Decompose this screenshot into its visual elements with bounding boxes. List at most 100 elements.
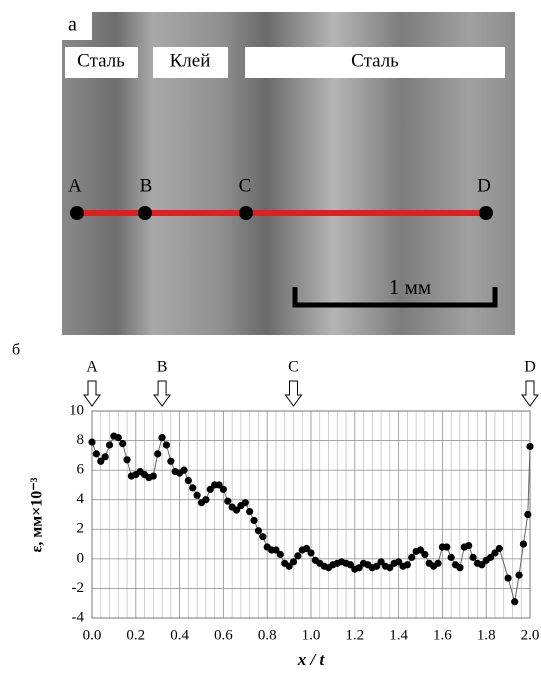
data-point	[241, 499, 249, 507]
region-box	[153, 47, 228, 78]
point-dot	[70, 206, 84, 220]
annotation-arrow	[284, 380, 303, 407]
data-point	[276, 550, 284, 559]
data-point	[526, 442, 534, 451]
data-point	[101, 453, 109, 461]
panel-label: а	[68, 14, 77, 36]
plot: 0.0 0.2 0.4 0.6 0.8 1.0 1.2 1.4 1.6 1.8 2.0 -4 -2 0 2 4…	[69, 359, 539, 644]
y-tick-label: 8	[77, 432, 85, 448]
data-point	[373, 562, 381, 570]
panel-label-box	[62, 12, 92, 40]
point-label: C	[239, 175, 252, 196]
data-point	[495, 544, 503, 553]
y-tick-label: 4	[77, 491, 85, 507]
data-point	[434, 559, 442, 567]
data-point	[105, 441, 114, 449]
data-point	[272, 546, 280, 554]
y-tick-label: 2	[77, 521, 85, 537]
annotation-arrow	[153, 380, 172, 407]
data-point	[193, 491, 201, 499]
data-point	[202, 496, 210, 504]
x-axis-label: x / t	[297, 650, 326, 669]
region-label: Сталь	[351, 50, 399, 71]
y-tick-label: -2	[72, 580, 85, 596]
data-point	[88, 438, 96, 446]
data-point	[307, 549, 315, 557]
data-point	[250, 516, 258, 525]
data-point	[511, 598, 519, 606]
data-point	[465, 541, 473, 550]
data-point	[215, 481, 223, 489]
data-point	[443, 543, 451, 551]
data-point	[119, 439, 127, 448]
x-tick-label: 1.0	[302, 627, 321, 643]
data-point	[97, 457, 105, 465]
region-label: Клей	[170, 50, 211, 71]
data-point	[254, 527, 263, 535]
data-point	[189, 484, 197, 492]
point-dot	[479, 206, 493, 220]
data-point	[180, 466, 188, 474]
point-label: D	[477, 175, 491, 196]
data-point	[92, 450, 100, 458]
data-point	[456, 564, 464, 572]
data-point	[355, 564, 363, 572]
data-point	[184, 476, 192, 485]
region-box	[245, 47, 505, 78]
data-point	[294, 552, 302, 560]
region-label: Сталь	[77, 50, 125, 71]
data-point	[386, 564, 394, 572]
data-point	[219, 485, 227, 493]
data-point	[403, 561, 411, 569]
data-point	[149, 472, 157, 480]
x-tick-label: 0.2	[126, 627, 145, 643]
data-point	[162, 441, 171, 449]
data-point	[259, 533, 267, 541]
y-tick-label: 10	[69, 402, 84, 418]
data-point	[114, 434, 122, 442]
annotation-label: C	[288, 359, 299, 376]
x-tick-label: 0.0	[83, 627, 102, 643]
y-tick-label: -4	[72, 609, 85, 625]
data-point	[504, 574, 512, 582]
point-label: B	[140, 175, 153, 196]
data-point	[224, 497, 232, 505]
data-point	[486, 553, 495, 561]
x-tick-label: 1.8	[477, 627, 496, 643]
annotation-arrow	[83, 380, 101, 407]
data-point	[519, 540, 528, 548]
x-tick-label: 1.2	[345, 627, 364, 643]
data-point	[447, 553, 455, 561]
x-tick-label: 2.0	[521, 627, 540, 643]
data-point	[289, 558, 298, 566]
data-point	[416, 546, 425, 554]
data-point	[167, 457, 175, 465]
annotation-label: A	[86, 359, 98, 376]
data-point	[123, 456, 131, 464]
annotation-arrow	[521, 380, 539, 407]
data-point	[154, 450, 162, 458]
data-point	[478, 561, 486, 569]
data-point	[246, 507, 254, 516]
point-dot	[239, 206, 253, 220]
data-point	[469, 553, 477, 561]
y-tick-label: 0	[77, 550, 85, 566]
data-point	[491, 549, 499, 557]
data-point	[158, 434, 166, 442]
point-dot	[138, 206, 152, 220]
micrograph: а Сталь Клей Сталь A B C D 1 мм	[62, 12, 515, 335]
annotation-label: B	[157, 359, 168, 376]
x-tick-label: 1.4	[389, 627, 408, 643]
y-tick-label: 6	[77, 462, 85, 478]
x-tick-label: 1.6	[433, 627, 452, 643]
data-point	[515, 571, 523, 579]
x-tick-label: 0.6	[214, 627, 233, 643]
y-axis-label: ε, мм×10⁻³	[29, 477, 46, 552]
data-point	[232, 506, 241, 514]
data-point	[206, 485, 214, 493]
data-point	[524, 510, 532, 519]
data-point	[408, 553, 416, 561]
region-box	[65, 47, 138, 78]
data-point	[346, 561, 355, 569]
